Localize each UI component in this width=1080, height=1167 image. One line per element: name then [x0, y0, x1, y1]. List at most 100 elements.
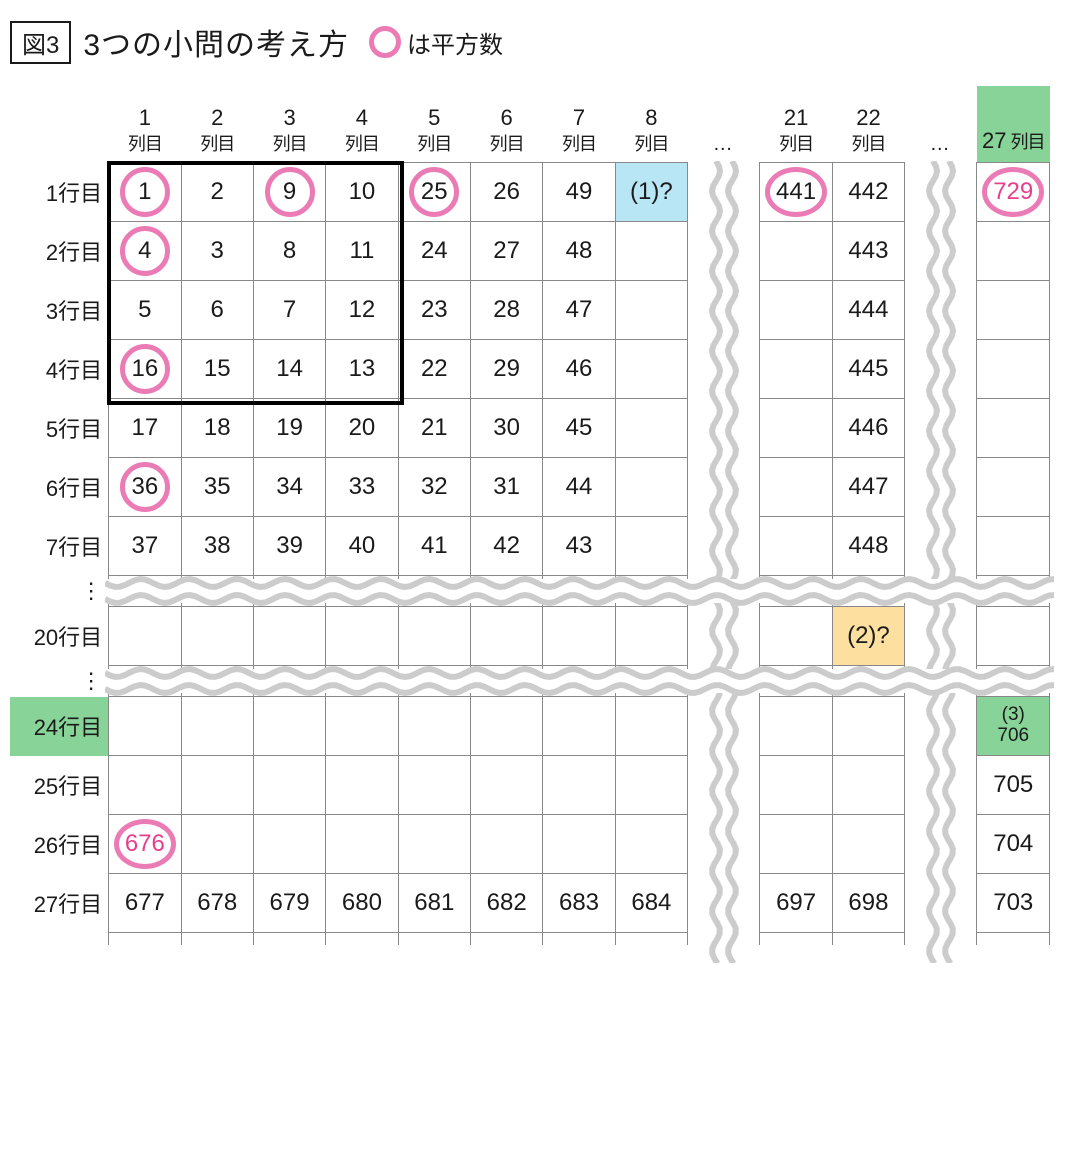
- row-header: 2行目: [10, 222, 109, 281]
- cell: [181, 666, 253, 697]
- cell: [470, 815, 542, 874]
- cell: [977, 607, 1050, 666]
- cell: [615, 517, 687, 576]
- col-header: 5列目: [398, 86, 470, 163]
- col-header: 2列目: [181, 86, 253, 163]
- row-header: 7行目: [10, 517, 109, 576]
- cell: 36: [109, 458, 181, 517]
- row-header: 3行目: [10, 281, 109, 340]
- cell: [905, 458, 977, 517]
- cell: [760, 607, 832, 666]
- cell: [253, 697, 325, 756]
- cell: 705: [977, 756, 1050, 815]
- cell: [688, 458, 760, 517]
- cell: 25: [398, 163, 470, 222]
- cell: 9: [253, 163, 325, 222]
- cell: [760, 756, 832, 815]
- row-header: 20行目: [10, 607, 109, 666]
- cell: 46: [543, 340, 615, 399]
- cell: [760, 458, 832, 517]
- cell: 29: [470, 340, 542, 399]
- square-number-icon: 4: [120, 226, 170, 276]
- cell: [977, 666, 1050, 697]
- cell: 703: [977, 874, 1050, 933]
- cell: [688, 517, 760, 576]
- cell: 42: [470, 517, 542, 576]
- cell: 678: [181, 874, 253, 933]
- cell: [615, 666, 687, 697]
- cell: 697: [760, 874, 832, 933]
- square-number-icon: 441: [765, 167, 827, 217]
- cell: [760, 815, 832, 874]
- title: 3つの小問の考え方: [83, 20, 349, 64]
- cell: [688, 815, 760, 874]
- row-header: ⋮: [10, 666, 109, 697]
- cell: [181, 697, 253, 756]
- col-header: 6列目: [470, 86, 542, 163]
- cell: 45: [543, 399, 615, 458]
- cell: 21: [398, 399, 470, 458]
- cell: 684: [615, 874, 687, 933]
- cell: [615, 222, 687, 281]
- col-header: 27列目: [977, 86, 1050, 163]
- col-header: …: [688, 86, 760, 163]
- cell: …: [905, 874, 977, 933]
- cell: [905, 163, 977, 222]
- number-grid: 1列目2列目3列目4列目5列目6列目7列目8列目…21列目22列目…27列目1行…: [10, 86, 1050, 945]
- cell: 40: [326, 517, 398, 576]
- cell: [543, 666, 615, 697]
- cell: [905, 399, 977, 458]
- cell: [615, 607, 687, 666]
- cell: 16: [109, 340, 181, 399]
- cell: [832, 697, 904, 756]
- cell: [977, 222, 1050, 281]
- row-header: 1行目: [10, 163, 109, 222]
- cell: 18: [181, 399, 253, 458]
- cell: [688, 340, 760, 399]
- cell: 38: [181, 517, 253, 576]
- square-number-icon: 729: [982, 167, 1044, 217]
- cell: 15: [181, 340, 253, 399]
- cell: 19: [253, 399, 325, 458]
- cell: [615, 756, 687, 815]
- cell: [688, 399, 760, 458]
- cell: [688, 281, 760, 340]
- cell: 24: [398, 222, 470, 281]
- cell: [615, 576, 687, 607]
- cell: 14: [253, 340, 325, 399]
- cell: [905, 340, 977, 399]
- figure-label: 図3: [10, 21, 71, 64]
- cell: 3: [181, 222, 253, 281]
- cell: [326, 756, 398, 815]
- col-header: 7列目: [543, 86, 615, 163]
- cell: [688, 666, 760, 697]
- cell: [688, 697, 760, 756]
- cell: (1)?: [615, 163, 687, 222]
- cell: 49: [543, 163, 615, 222]
- col-header: 1列目: [109, 86, 181, 163]
- cell: [326, 666, 398, 697]
- row-header: 26行目: [10, 815, 109, 874]
- cell: [109, 697, 181, 756]
- cell: [470, 697, 542, 756]
- cell: [398, 815, 470, 874]
- cell: [905, 281, 977, 340]
- cell: [470, 576, 542, 607]
- row-header: 27行目: [10, 874, 109, 933]
- cell: [109, 756, 181, 815]
- cell: 679: [253, 874, 325, 933]
- cell: [688, 756, 760, 815]
- square-number-icon: 25: [409, 167, 459, 217]
- cell: 698: [832, 874, 904, 933]
- cell: [760, 697, 832, 756]
- grid-wrapper: 1列目2列目3列目4列目5列目6列目7列目8列目…21列目22列目…27列目1行…: [10, 86, 1050, 945]
- cell: [977, 517, 1050, 576]
- col-header: 4列目: [326, 86, 398, 163]
- cell: 676: [109, 815, 181, 874]
- row-header: 5行目: [10, 399, 109, 458]
- cell: [543, 815, 615, 874]
- cell: 35: [181, 458, 253, 517]
- cell: [760, 666, 832, 697]
- cell: [832, 576, 904, 607]
- cell: 4: [109, 222, 181, 281]
